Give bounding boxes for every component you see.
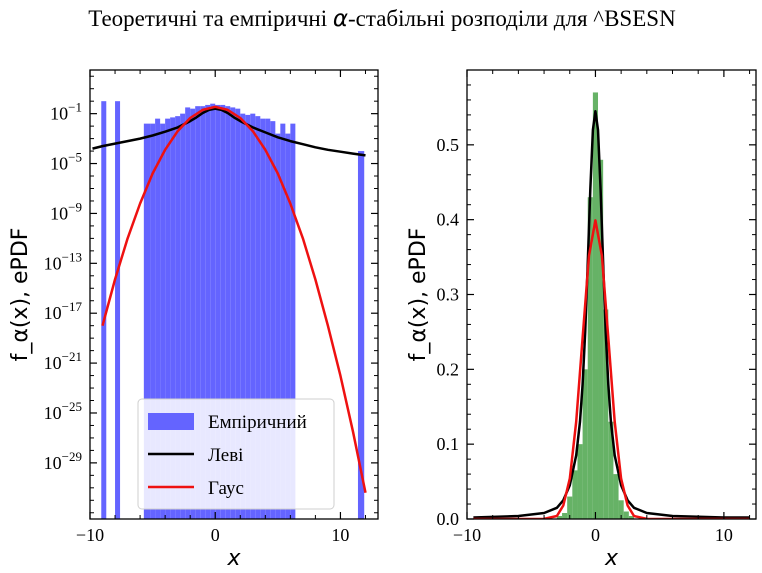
histogram-bar-22: [245, 114, 251, 519]
levy-line: [92, 107, 366, 157]
histogram-bar-19: [230, 107, 236, 519]
histogram-bar-18: [225, 106, 231, 519]
histogram-bar-2: [143, 123, 151, 519]
y-tick-label: 0.5: [437, 135, 460, 155]
legend-label: Емпіричний: [208, 412, 307, 433]
histogram-bar-6: [587, 197, 593, 519]
histogram-bar-10: [608, 421, 614, 519]
histogram-bar-13: [200, 106, 206, 519]
x-tick-label: 0: [591, 525, 600, 545]
histogram-bar-9: [180, 113, 186, 519]
legend-swatch-empirical: [148, 413, 194, 430]
histogram-bar-2: [567, 496, 573, 519]
histogram-bar-21: [240, 113, 246, 519]
histogram-bar-11: [190, 108, 196, 519]
legend-label: Гаус: [208, 478, 244, 499]
histogram-bar-4: [577, 444, 583, 519]
x-axis-label: x: [604, 546, 619, 571]
x-tick-label: −10: [76, 525, 104, 545]
y-tick-label: 10−9: [50, 199, 82, 223]
histogram-bar-23: [250, 113, 256, 519]
y-tick-label: 10−13: [44, 249, 82, 273]
legend-label: Леві: [208, 445, 243, 466]
histogram-bar-9: [603, 309, 609, 519]
histogram-bar-31: [290, 123, 296, 519]
y-tick-label: 10−29: [44, 449, 82, 473]
histogram-bar-3: [150, 123, 156, 519]
histogram-bar-15: [210, 103, 216, 519]
histogram-bar-24: [255, 116, 261, 519]
histogram-bar-4: [155, 118, 161, 519]
y-tick-label: 0.3: [437, 285, 460, 305]
histogram-bar-16: [215, 104, 221, 519]
histogram-bar-26: [265, 118, 271, 519]
histogram-bar-1: [115, 101, 121, 519]
histogram-bar-6: [165, 118, 171, 519]
y-tick-label: 0.0: [437, 509, 460, 529]
x-tick-label: 0: [211, 525, 220, 545]
y-axis-label: f_α(x), ePDF: [406, 228, 431, 362]
histogram-bar-5: [160, 123, 166, 519]
gauss-line: [473, 219, 750, 519]
x-tick-label: −10: [453, 525, 481, 545]
left-axes-frame: [89, 69, 379, 520]
y-tick-label: 10−21: [44, 349, 82, 373]
histogram-bar-5: [582, 369, 588, 519]
histogram-bar-32: [357, 151, 365, 519]
y-tick-label: 0.4: [437, 210, 460, 230]
histogram-bar-3: [572, 470, 578, 519]
right-plot-area: [473, 92, 750, 519]
histogram-bar-13: [623, 511, 629, 519]
histogram-bar-10: [185, 107, 191, 519]
histogram-bar-20: [235, 108, 241, 519]
right-axes: −10 0 10 0.0 0.1 0.2 0.3 0.4 0.5 x f_α(x), ePDF: [406, 69, 757, 571]
histogram-bar-11: [613, 474, 619, 519]
x-axis-label: x: [226, 546, 241, 571]
histogram-bar-27: [270, 121, 276, 519]
histogram-bar-0: [101, 101, 107, 519]
figure-title: Теоретичні та емпіричні α-стабільні розп…: [88, 6, 676, 32]
histogram-bar-1: [562, 513, 568, 519]
histogram-bar-29: [280, 123, 286, 519]
histogram-bar-30: [285, 133, 291, 519]
left-plot-area: [92, 101, 367, 519]
y-tick-label: 0.1: [437, 434, 460, 454]
histogram-bar-14: [628, 516, 634, 519]
histogram-bar-8: [598, 159, 604, 519]
histogram-bar-8: [175, 116, 181, 519]
gauss-line: [101, 105, 367, 494]
histogram-bar-12: [618, 500, 624, 519]
histogram-bar-25: [260, 118, 266, 519]
y-tick-label: 10−25: [44, 399, 82, 423]
histogram-bar-28: [275, 133, 281, 519]
histogram-bar-0: [556, 516, 563, 519]
y-tick-label: 10−5: [50, 150, 82, 174]
histogram-bar-7: [592, 92, 599, 519]
histogram-bar-7: [170, 117, 176, 519]
y-axis-label: f_α(x), ePDF: [8, 228, 33, 362]
x-tick-label: 10: [331, 525, 349, 545]
histogram-bar-17: [220, 104, 226, 519]
y-tick-label: 10−17: [44, 299, 83, 323]
histogram-bar-14: [205, 104, 211, 519]
x-tick-label: 10: [715, 525, 733, 545]
histogram-bar-12: [195, 106, 201, 519]
y-tick-label: 10−1: [50, 100, 82, 124]
y-tick-label: 0.2: [437, 359, 460, 379]
left-axes: −10 0 10 10−1 10−5 10−9 10−13 10−17 10−21 10−25 10…: [8, 69, 379, 571]
